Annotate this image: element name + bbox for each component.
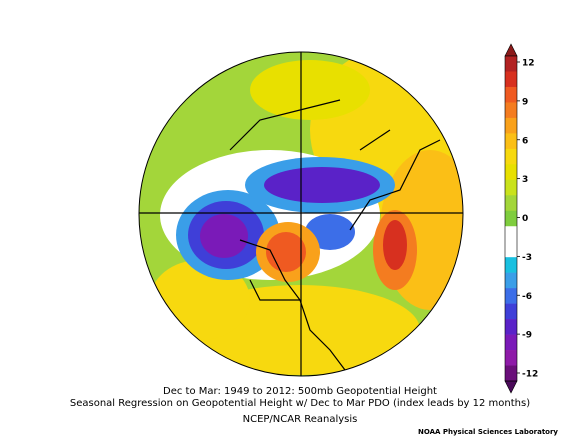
colorbar-band — [505, 210, 517, 227]
colorbar-band — [505, 288, 517, 304]
colorbar-band — [505, 365, 517, 382]
colorbar-band — [505, 133, 517, 150]
colorbar-band — [505, 241, 517, 258]
colorbar-band — [505, 86, 517, 103]
colorbar-end — [504, 43, 518, 57]
colorbar-band — [505, 117, 517, 134]
field-negative — [200, 214, 248, 258]
colorbar-band — [505, 350, 517, 366]
field-negative — [264, 167, 380, 203]
colorbar-tick-label: 3 — [522, 175, 528, 185]
colorbar-tick-label: 9 — [522, 97, 528, 107]
colorbar-band — [505, 226, 517, 243]
colorbar: 12 9 6 3 0 -3 -6 -9 -12 — [504, 43, 538, 394]
field-positive — [383, 220, 407, 270]
colorbar-band — [505, 164, 517, 181]
colorbar-band — [505, 148, 517, 165]
colorbar-tick-label: 6 — [522, 136, 528, 146]
colorbar-tick-label: 0 — [522, 214, 528, 224]
coastline — [229, 99, 441, 371]
colorbar-band — [505, 71, 517, 88]
colorbar-tick-label: 12 — [522, 59, 535, 69]
colorbar-band — [505, 257, 517, 273]
caption-line: NCEP/NCAR Reanalysis — [243, 414, 358, 425]
colorbar-band — [505, 334, 517, 351]
caption-line: Dec to Mar: 1949 to 2012: 500mb Geopoten… — [163, 386, 437, 397]
colorbar-tick-label: -6 — [522, 292, 532, 302]
colorbar-end — [504, 380, 518, 394]
polar-map — [139, 52, 463, 376]
colorbar-band — [505, 319, 517, 335]
colorbar-band — [505, 179, 517, 196]
colorbar-band — [505, 272, 517, 289]
colorbar-frame — [504, 55, 518, 382]
colorbar-band — [505, 195, 517, 212]
colorbar-band — [505, 56, 517, 72]
credit: NOAA Physical Sciences Laboratory — [418, 428, 558, 436]
caption-line: Seasonal Regression on Geopotential Heig… — [70, 398, 530, 409]
field-positive — [266, 232, 306, 272]
colorbar-tick-label: -9 — [522, 331, 532, 341]
colorbar-tick-label: -12 — [522, 370, 538, 380]
colorbar-tick-label: -3 — [522, 253, 532, 263]
field-positive — [250, 60, 370, 120]
colorbar-band — [505, 102, 517, 119]
colorbar-band — [505, 303, 517, 320]
